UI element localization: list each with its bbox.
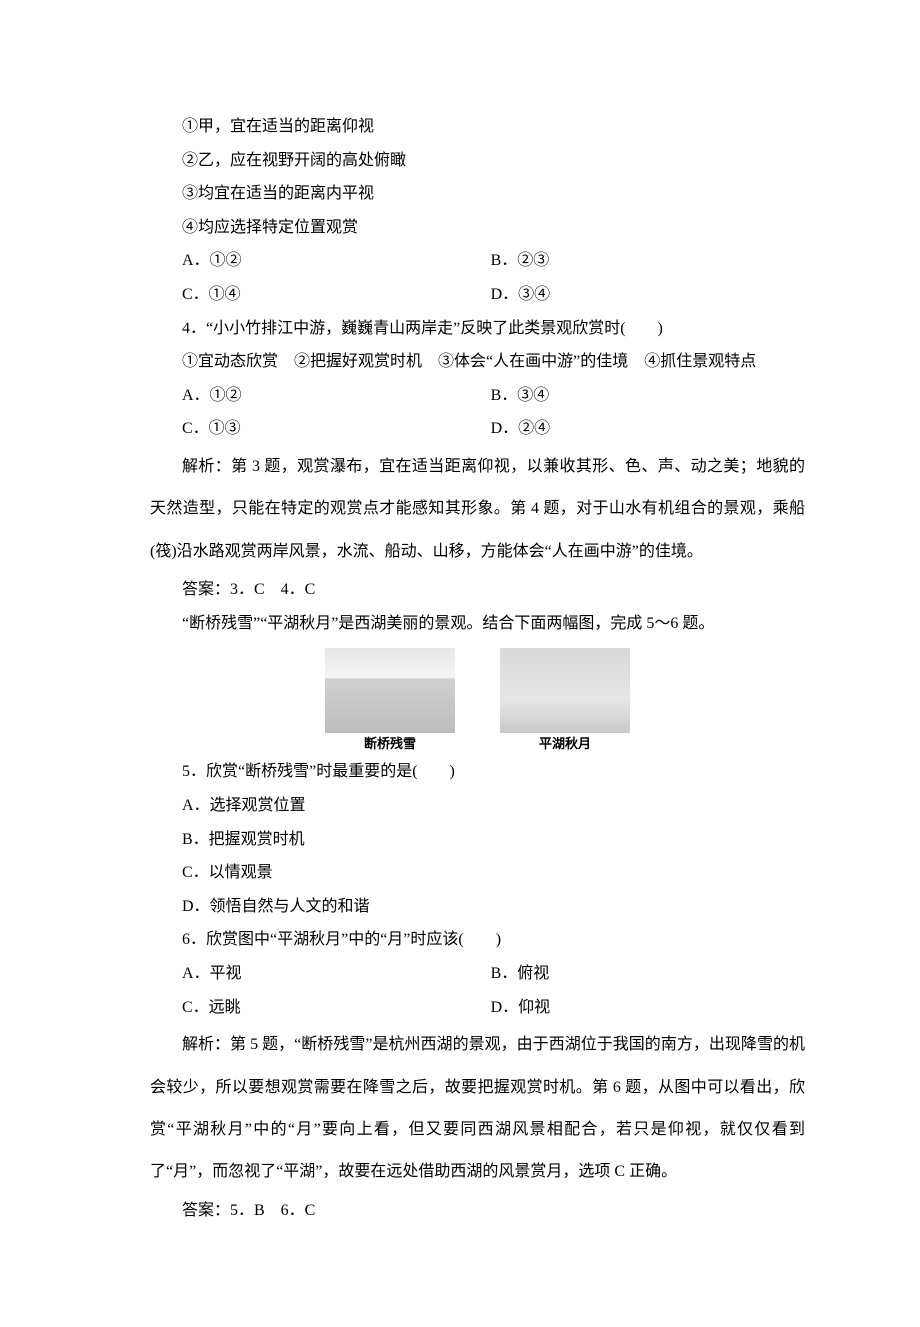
q4-row-ab: A．①② B．③④ — [150, 379, 805, 413]
q5-option-d: D．领悟自然与人文的和谐 — [150, 890, 805, 924]
answer-3-4: 答案：3．C 4．C — [150, 573, 805, 607]
q6-row-ab: A．平视 B．俯视 — [150, 957, 805, 991]
q6-option-b: B．俯视 — [491, 957, 805, 991]
q5-option-a: A．选择观赏位置 — [150, 789, 805, 823]
q4-option-c: C．①③ — [150, 412, 491, 446]
explain-5-6: 解析：第 5 题，“断桥残雪”是杭州西湖的景观，由于西湖位于我国的南方，出现降雪… — [150, 1024, 805, 1194]
q4-option-a: A．①② — [150, 379, 491, 413]
figure-1-image — [325, 648, 455, 733]
figure-1-caption: 断桥残雪 — [325, 735, 455, 753]
stem-3: ③均宜在适当的距离内平视 — [150, 177, 805, 211]
q4-prompt: 4．“小小竹排江中游，巍巍青山两岸走”反映了此类景观欣赏时( ) — [150, 312, 805, 346]
answer-5-6: 答案：5．B 6．C — [150, 1194, 805, 1228]
q4-stems: ①宜动态欣赏 ②把握好观赏时机 ③体会“人在画中游”的佳境 ④抓住景观特点 — [150, 345, 805, 379]
q3-option-d: D．③④ — [491, 278, 805, 312]
q5-prompt: 5．欣赏“断桥残雪”时最重要的是( ) — [150, 755, 805, 789]
explain-3-4: 解析：第 3 题，观赏瀑布，宜在适当距离仰视，以兼收其形、色、声、动之美；地貌的… — [150, 446, 805, 573]
q3-option-b: B．②③ — [491, 244, 805, 278]
figure-1: 断桥残雪 — [325, 648, 455, 753]
q6-option-c: C．远眺 — [150, 991, 491, 1025]
figure-2-image — [500, 648, 630, 733]
q6-prompt: 6．欣赏图中“平湖秋月”中的“月”时应该( ) — [150, 923, 805, 957]
document-page: ①甲，宜在适当的距离仰视 ②乙，应在视野开阔的高处俯瞰 ③均宜在适当的距离内平视… — [0, 0, 920, 1327]
q6-row-cd: C．远眺 D．仰视 — [150, 991, 805, 1025]
q4-option-d: D．②④ — [491, 412, 805, 446]
q3-option-a: A．①② — [150, 244, 491, 278]
q4-row-cd: C．①③ D．②④ — [150, 412, 805, 446]
stem-1: ①甲，宜在适当的距离仰视 — [150, 110, 805, 144]
q6-option-d: D．仰视 — [491, 991, 805, 1025]
q3-option-c: C．①④ — [150, 278, 491, 312]
figure-2: 平湖秋月 — [500, 648, 630, 753]
q6-option-a: A．平视 — [150, 957, 491, 991]
q4-option-b: B．③④ — [491, 379, 805, 413]
q5-option-b: B．把握观赏时机 — [150, 823, 805, 857]
q5-option-c: C．以情观景 — [150, 856, 805, 890]
stem-2: ②乙，应在视野开阔的高处俯瞰 — [150, 144, 805, 178]
figure-2-caption: 平湖秋月 — [500, 735, 630, 753]
stem-4: ④均应选择特定位置观赏 — [150, 211, 805, 245]
q3-row-cd: C．①④ D．③④ — [150, 278, 805, 312]
figure-row: 断桥残雪 平湖秋月 — [150, 648, 805, 753]
intro-5-6: “断桥残雪”“平湖秋月”是西湖美丽的景观。结合下面两幅图，完成 5～6 题。 — [150, 607, 805, 641]
q3-row-ab: A．①② B．②③ — [150, 244, 805, 278]
